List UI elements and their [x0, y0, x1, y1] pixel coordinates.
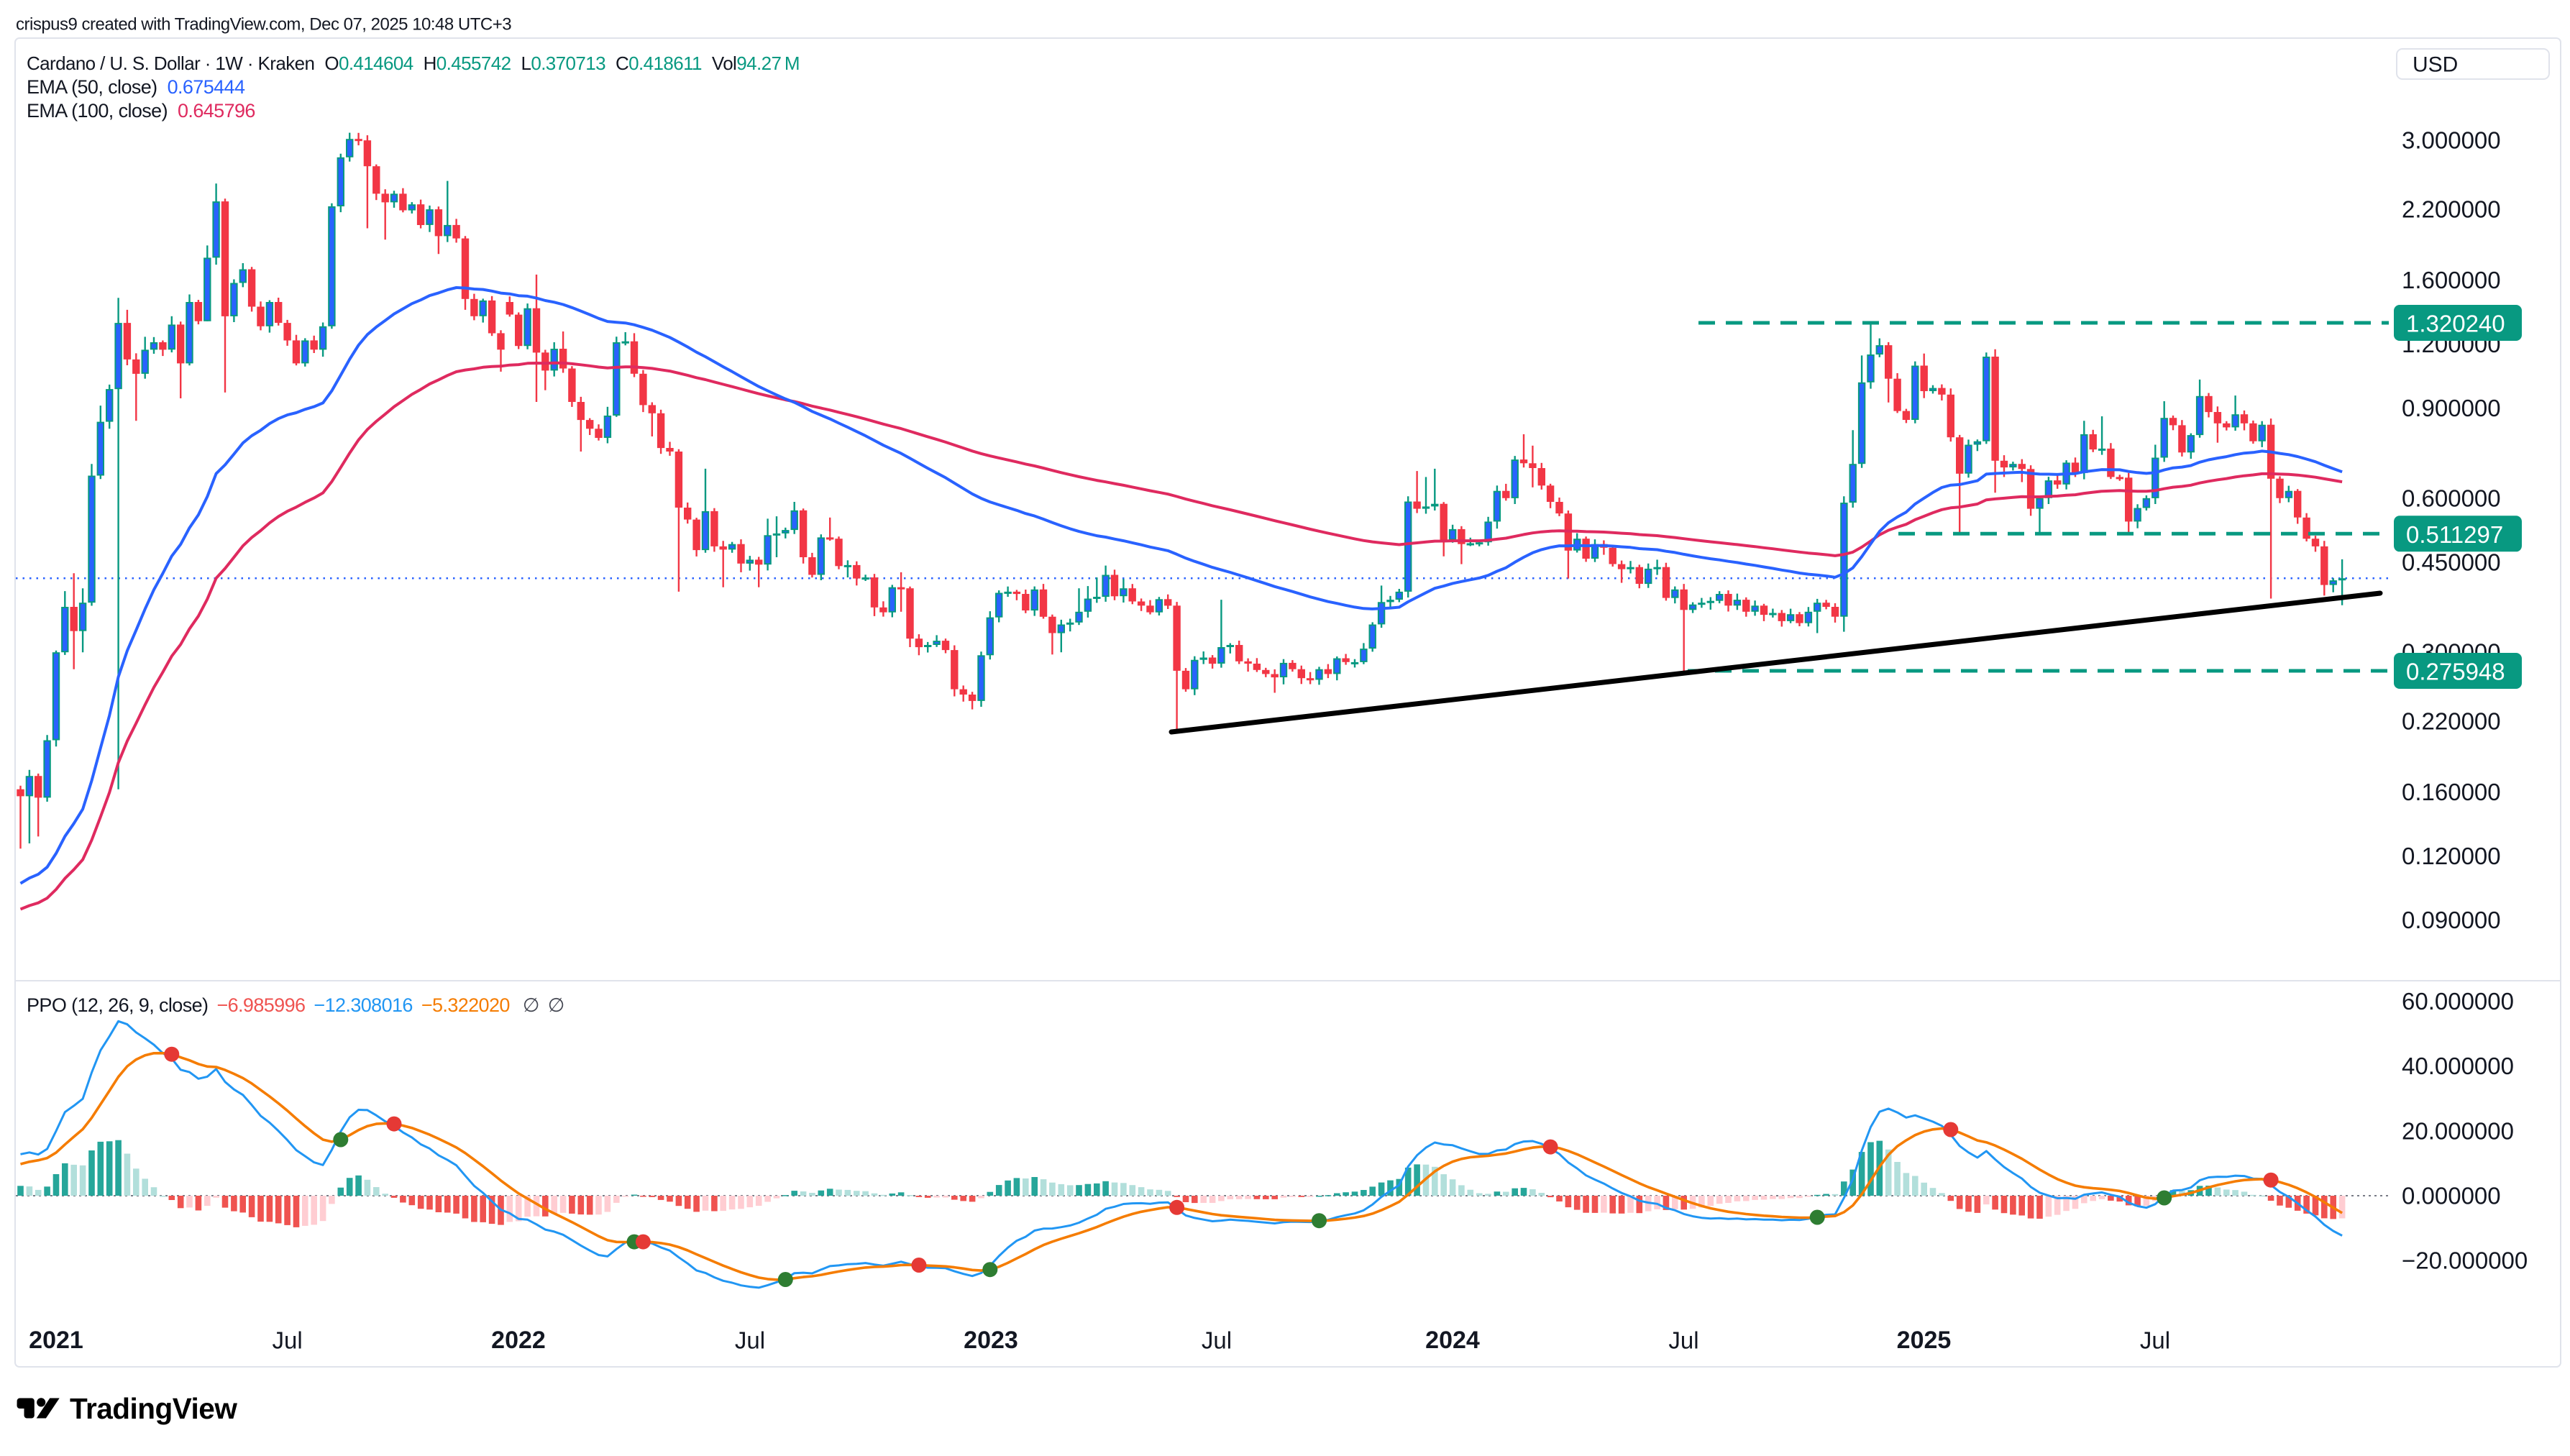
svg-text:2021: 2021: [29, 1327, 83, 1354]
svg-text:1.320240: 1.320240: [2406, 311, 2505, 337]
svg-text:2025: 2025: [1897, 1327, 1952, 1354]
svg-text:EMA (100, close)0.645796: EMA (100, close) 0.645796: [27, 100, 255, 122]
svg-text:2022: 2022: [491, 1327, 546, 1354]
svg-text:Jul: Jul: [2140, 1327, 2170, 1354]
svg-text:0.090000: 0.090000: [2402, 907, 2501, 933]
svg-text:2.200000: 2.200000: [2402, 196, 2501, 223]
svg-text:−20.000000: −20.000000: [2402, 1247, 2528, 1274]
svg-text:2023: 2023: [964, 1327, 1018, 1354]
svg-text:Jul: Jul: [1202, 1327, 1232, 1354]
svg-text:0.511297: 0.511297: [2406, 521, 2503, 548]
svg-text:TradingView: TradingView: [70, 1392, 237, 1425]
svg-text:Jul: Jul: [273, 1327, 303, 1354]
svg-text:60.000000: 60.000000: [2402, 988, 2514, 1015]
svg-text:40.000000: 40.000000: [2402, 1053, 2514, 1079]
svg-text:EMA (50, close)0.675444: EMA (50, close) 0.675444: [27, 76, 245, 98]
svg-text:Jul: Jul: [735, 1327, 765, 1354]
svg-text:0.900000: 0.900000: [2402, 395, 2501, 421]
svg-text:2024: 2024: [1425, 1327, 1480, 1354]
svg-text:0.450000: 0.450000: [2402, 549, 2501, 575]
svg-text:crispus9 created with TradingV: crispus9 created with TradingView.com, D…: [16, 15, 511, 35]
svg-text:0.000000: 0.000000: [2402, 1183, 2501, 1209]
svg-text:0.220000: 0.220000: [2402, 708, 2501, 735]
svg-text:Cardano / U. S. Dollar · 1W ·: Cardano / U. S. Dollar · 1W · Kraken O0.4…: [27, 52, 800, 74]
svg-text:PPO (12, 26, 9, close)−6.98599: PPO (12, 26, 9, close) −6.985996 −12.30801…: [27, 994, 564, 1016]
svg-text:USD: USD: [2413, 53, 2458, 77]
svg-text:3.000000: 3.000000: [2402, 127, 2501, 154]
svg-text:0.600000: 0.600000: [2402, 485, 2501, 511]
svg-text:0.275948: 0.275948: [2406, 659, 2505, 685]
svg-text:20.000000: 20.000000: [2402, 1117, 2514, 1144]
svg-text:Jul: Jul: [1668, 1327, 1698, 1354]
svg-text:1.600000: 1.600000: [2402, 267, 2501, 293]
svg-text:0.160000: 0.160000: [2402, 779, 2501, 805]
svg-text:0.120000: 0.120000: [2402, 843, 2501, 869]
